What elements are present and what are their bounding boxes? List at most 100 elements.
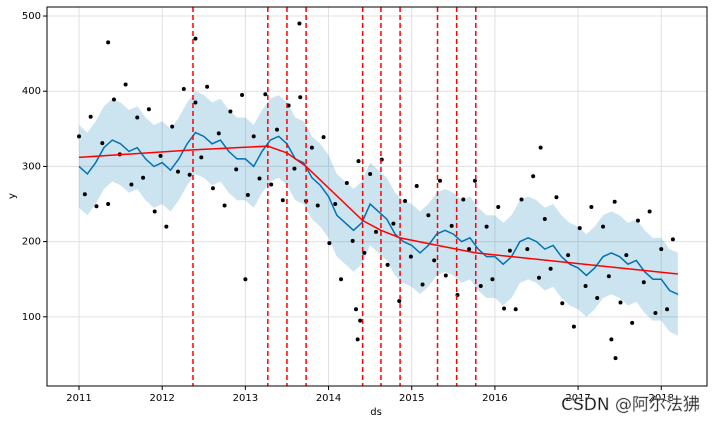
data-point bbox=[443, 273, 448, 278]
data-point bbox=[111, 97, 116, 102]
data-point bbox=[536, 275, 541, 280]
data-point bbox=[216, 131, 221, 136]
data-point bbox=[228, 109, 233, 114]
data-point bbox=[350, 238, 355, 243]
y-tick-label: 200 bbox=[22, 237, 41, 248]
data-point bbox=[187, 172, 192, 177]
data-point bbox=[88, 114, 93, 119]
data-point bbox=[164, 224, 169, 229]
uncertainty-band bbox=[79, 91, 678, 336]
data-point bbox=[490, 277, 495, 282]
data-point bbox=[106, 40, 111, 45]
data-point bbox=[595, 296, 600, 301]
data-point bbox=[170, 124, 175, 129]
data-point bbox=[82, 192, 87, 197]
data-point bbox=[77, 134, 82, 139]
x-tick-label: 2011 bbox=[66, 393, 91, 404]
data-point bbox=[240, 92, 245, 97]
data-point bbox=[659, 247, 664, 252]
data-point bbox=[355, 337, 360, 342]
data-point bbox=[609, 337, 614, 342]
data-point bbox=[507, 248, 512, 253]
data-point bbox=[426, 213, 431, 218]
data-point bbox=[432, 258, 437, 263]
plot-frame bbox=[46, 6, 708, 387]
x-tick-label: 2018 bbox=[649, 393, 674, 404]
data-point bbox=[245, 192, 250, 197]
data-point bbox=[353, 307, 358, 312]
data-point bbox=[467, 247, 472, 252]
data-point bbox=[665, 307, 670, 312]
data-point bbox=[554, 195, 559, 200]
data-point bbox=[146, 107, 151, 112]
x-tick-label: 2014 bbox=[316, 393, 341, 404]
data-point bbox=[560, 301, 565, 306]
x-axis-label: ds bbox=[370, 407, 382, 418]
data-point bbox=[321, 135, 326, 140]
data-point bbox=[571, 324, 576, 329]
x-tick-label: 2016 bbox=[482, 393, 507, 404]
data-point bbox=[641, 280, 646, 285]
data-point bbox=[193, 36, 198, 41]
data-point bbox=[403, 199, 408, 204]
data-point bbox=[496, 205, 501, 210]
trend-line bbox=[78, 145, 678, 275]
data-point bbox=[222, 203, 227, 208]
data-point bbox=[589, 205, 594, 210]
y-tick-label: 100 bbox=[22, 312, 41, 323]
x-tick-label: 2015 bbox=[399, 393, 424, 404]
data-point bbox=[531, 174, 536, 179]
data-point bbox=[297, 21, 302, 26]
data-point bbox=[199, 155, 204, 160]
data-point bbox=[333, 202, 338, 207]
data-point bbox=[519, 197, 524, 202]
data-point bbox=[210, 186, 215, 191]
x-tick-label: 2013 bbox=[233, 393, 258, 404]
forecast-line bbox=[78, 131, 679, 295]
data-point bbox=[344, 180, 349, 185]
data-point bbox=[408, 254, 413, 259]
data-point bbox=[414, 183, 419, 188]
data-point bbox=[309, 145, 314, 150]
data-point bbox=[513, 307, 518, 312]
data-point bbox=[420, 282, 425, 287]
data-point bbox=[327, 241, 332, 246]
y-tick-label: 500 bbox=[22, 11, 41, 22]
data-point bbox=[449, 223, 454, 228]
data-point bbox=[438, 178, 443, 183]
data-point bbox=[502, 306, 507, 311]
data-point bbox=[647, 209, 652, 214]
data-point bbox=[538, 145, 543, 150]
data-point bbox=[368, 171, 373, 176]
data-point bbox=[606, 274, 611, 279]
data-point bbox=[624, 253, 629, 258]
data-point bbox=[566, 253, 571, 258]
data-point bbox=[612, 199, 617, 204]
data-point bbox=[292, 166, 297, 171]
data-point bbox=[205, 84, 210, 89]
data-point bbox=[158, 153, 163, 158]
data-point bbox=[461, 197, 466, 202]
data-point bbox=[356, 159, 361, 164]
data-point bbox=[193, 100, 198, 105]
data-point bbox=[129, 182, 134, 187]
data-point bbox=[181, 86, 186, 91]
x-tick-label: 2017 bbox=[565, 393, 590, 404]
data-point bbox=[577, 226, 582, 231]
data-point bbox=[478, 283, 483, 288]
data-point bbox=[106, 202, 111, 207]
data-point bbox=[274, 127, 279, 132]
data-point bbox=[525, 247, 530, 252]
data-point bbox=[339, 277, 344, 282]
y-tick-label: 400 bbox=[22, 86, 41, 97]
data-point bbox=[635, 218, 640, 223]
watermark: CSDN @阿尔法狒 bbox=[561, 395, 700, 415]
data-point bbox=[100, 141, 105, 146]
data-point bbox=[234, 167, 239, 172]
data-point bbox=[141, 175, 146, 180]
data-point bbox=[298, 95, 303, 100]
data-point bbox=[135, 115, 140, 120]
data-point bbox=[630, 320, 635, 325]
data-point bbox=[152, 209, 157, 214]
